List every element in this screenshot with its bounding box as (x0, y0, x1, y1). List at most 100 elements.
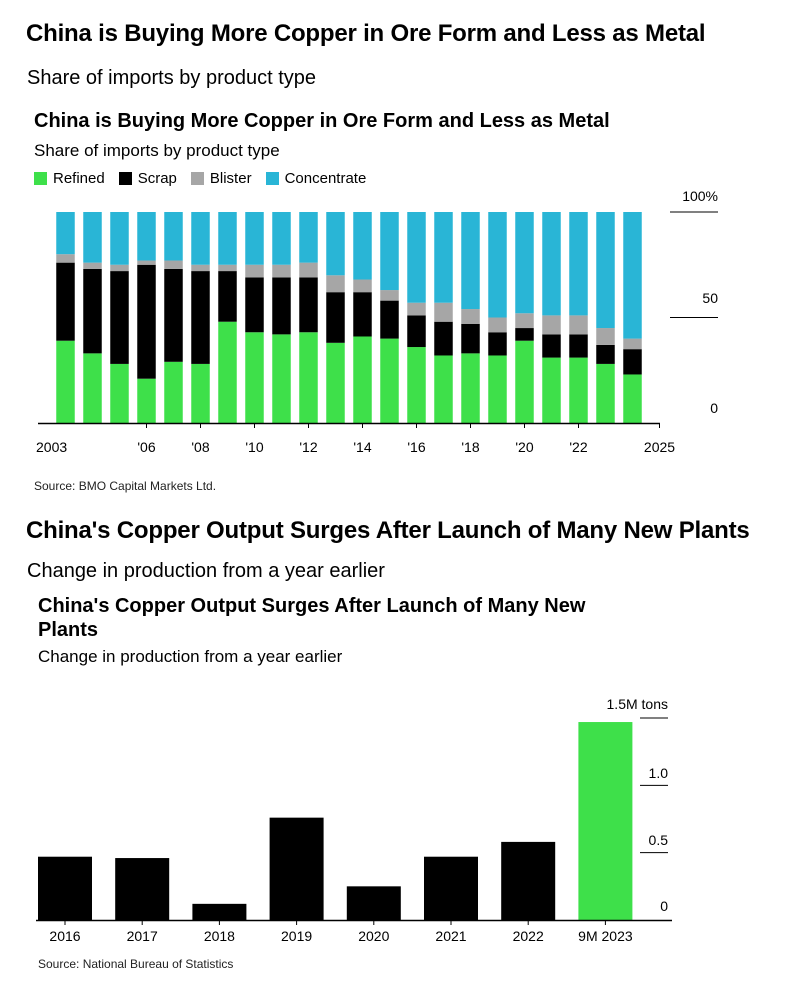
bar-refined-2016 (407, 347, 426, 423)
chart2-source: Source: National Bureau of Statistics (38, 957, 234, 971)
bar-scrap-2014 (353, 292, 372, 337)
bar-scrap-2016 (407, 315, 426, 348)
bar-refined-2019 (488, 355, 507, 423)
chart1-x-tick-label: '08 (191, 439, 209, 455)
bar-scrap-2010 (245, 277, 264, 333)
chart2-x-tick-label: 2017 (127, 928, 158, 944)
bar-concentrate-2003 (56, 212, 75, 255)
bar-blister-2022 (569, 315, 588, 335)
bar-concentrate-2022 (569, 212, 588, 316)
bar-refined-2018 (461, 353, 480, 423)
bar-refined-2004 (83, 353, 102, 423)
chart1-title: China is Buying More Copper in Ore Form … (34, 110, 610, 132)
bar-refined-2017 (434, 355, 453, 423)
page-title-output: China's Copper Output Surges After Launc… (26, 517, 750, 544)
bar-scrap-2012 (299, 277, 318, 333)
bar-scrap-2022 (569, 334, 588, 358)
chart2-subtitle: Change in production from a year earlier (38, 647, 343, 666)
chart1-x-tick-label: '16 (407, 439, 425, 455)
bar-refined-2014 (353, 336, 372, 423)
bar-output-2019 (269, 817, 324, 920)
bar-concentrate-2010 (245, 212, 264, 265)
page-subtitle-imports: Share of imports by product type (27, 67, 317, 89)
bar-refined-2005 (110, 363, 129, 423)
bar-concentrate-2007 (164, 212, 183, 261)
legend-swatch-refined (34, 172, 47, 185)
chart2-x-tick-label: 9M 2023 (578, 928, 633, 944)
bar-scrap-2013 (326, 292, 345, 343)
bar-concentrate-2011 (272, 212, 291, 265)
bar-concentrate-2013 (326, 212, 345, 276)
bar-scrap-2009 (218, 271, 237, 322)
chart2-x-tick-label: 2021 (435, 928, 466, 944)
bar-scrap-2004 (83, 268, 102, 354)
bar-concentrate-2021 (542, 212, 561, 316)
bar-output-2017 (115, 858, 170, 920)
bar-scrap-2024 (623, 349, 642, 375)
bar-refined-2023 (596, 363, 615, 423)
chart1-y-tick-label: 50 (702, 290, 718, 306)
bar-scrap-2008 (191, 271, 210, 364)
legend-swatch-concentrate (265, 172, 279, 185)
bar-scrap-2005 (110, 271, 129, 364)
bar-concentrate-2009 (218, 212, 237, 265)
bar-blister-2004 (83, 262, 102, 269)
bar-concentrate-2024 (623, 212, 642, 339)
chart2-title: China's Copper Output Surges After Launc… (38, 595, 586, 641)
bar-refined-2009 (218, 321, 237, 423)
page-subtitle-output: Change in production from a year earlier (27, 560, 385, 582)
bar-blister-2005 (110, 264, 129, 272)
bar-scrap-2003 (56, 262, 75, 341)
chart1-x-tick-label: '14 (353, 439, 371, 455)
chart2-x-tick-label: 2018 (204, 928, 235, 944)
bar-output-2018 (192, 903, 247, 920)
chart2-y-tick-label: 0.5 (649, 832, 669, 848)
bar-blister-2019 (488, 317, 507, 333)
bar-refined-2011 (272, 334, 291, 423)
bar-blister-2021 (542, 315, 561, 335)
bar-blister-2009 (218, 264, 237, 272)
legend-item-concentrate: Concentrate (265, 170, 366, 187)
bar-refined-2020 (515, 340, 534, 423)
page-title-imports: China is Buying More Copper in Ore Form … (26, 20, 706, 47)
chart2-x-tick-label: 2022 (513, 928, 544, 944)
bar-blister-2024 (623, 338, 642, 350)
chart2-x-tick-label: 2019 (281, 928, 312, 944)
legend-label-refined: Refined (53, 170, 105, 187)
bar-concentrate-2014 (353, 212, 372, 280)
bar-scrap-2017 (434, 321, 453, 356)
bar-output-2021 (424, 856, 478, 920)
bar-refined-2015 (380, 338, 399, 423)
chart1-y-tick-label: 0 (710, 400, 718, 416)
chart1-legend: Refined Scrap Blister Concentrate (34, 170, 366, 187)
bar-refined-2021 (542, 357, 561, 423)
legend-swatch-scrap (118, 172, 132, 185)
bar-refined-2022 (569, 357, 588, 423)
bar-refined-2024 (623, 374, 642, 423)
bar-output-2022 (501, 841, 556, 920)
legend-swatch-blister (190, 172, 204, 185)
bar-refined-2006 (137, 378, 156, 423)
bar-blister-2015 (380, 290, 399, 301)
legend-label-scrap: Scrap (137, 170, 177, 187)
bar-refined-2003 (56, 340, 75, 423)
chart1-y-tick-label: 100% (682, 188, 718, 204)
legend-item-blister: Blister (190, 170, 252, 187)
bar-scrap-2011 (272, 277, 291, 335)
bar-concentrate-2004 (83, 212, 102, 263)
bar-blister-2014 (353, 279, 372, 293)
legend-label-blister: Blister (209, 170, 252, 187)
chart2-y-tick-label: 0 (660, 898, 668, 914)
bar-blister-2012 (299, 262, 318, 278)
bar-concentrate-2016 (407, 212, 426, 303)
bar-concentrate-2018 (461, 212, 480, 310)
bar-concentrate-2023 (596, 212, 615, 329)
bar-output-2016 (38, 856, 92, 920)
bar-refined-2008 (191, 363, 210, 423)
chart2-y-tick-label: 1.0 (649, 765, 669, 781)
chart1-source: Source: BMO Capital Markets Ltd. (34, 479, 217, 493)
bar-output-9M-2023 (578, 722, 633, 920)
chart1-x-tick-label: '18 (461, 439, 479, 455)
bar-blister-2018 (461, 309, 480, 324)
